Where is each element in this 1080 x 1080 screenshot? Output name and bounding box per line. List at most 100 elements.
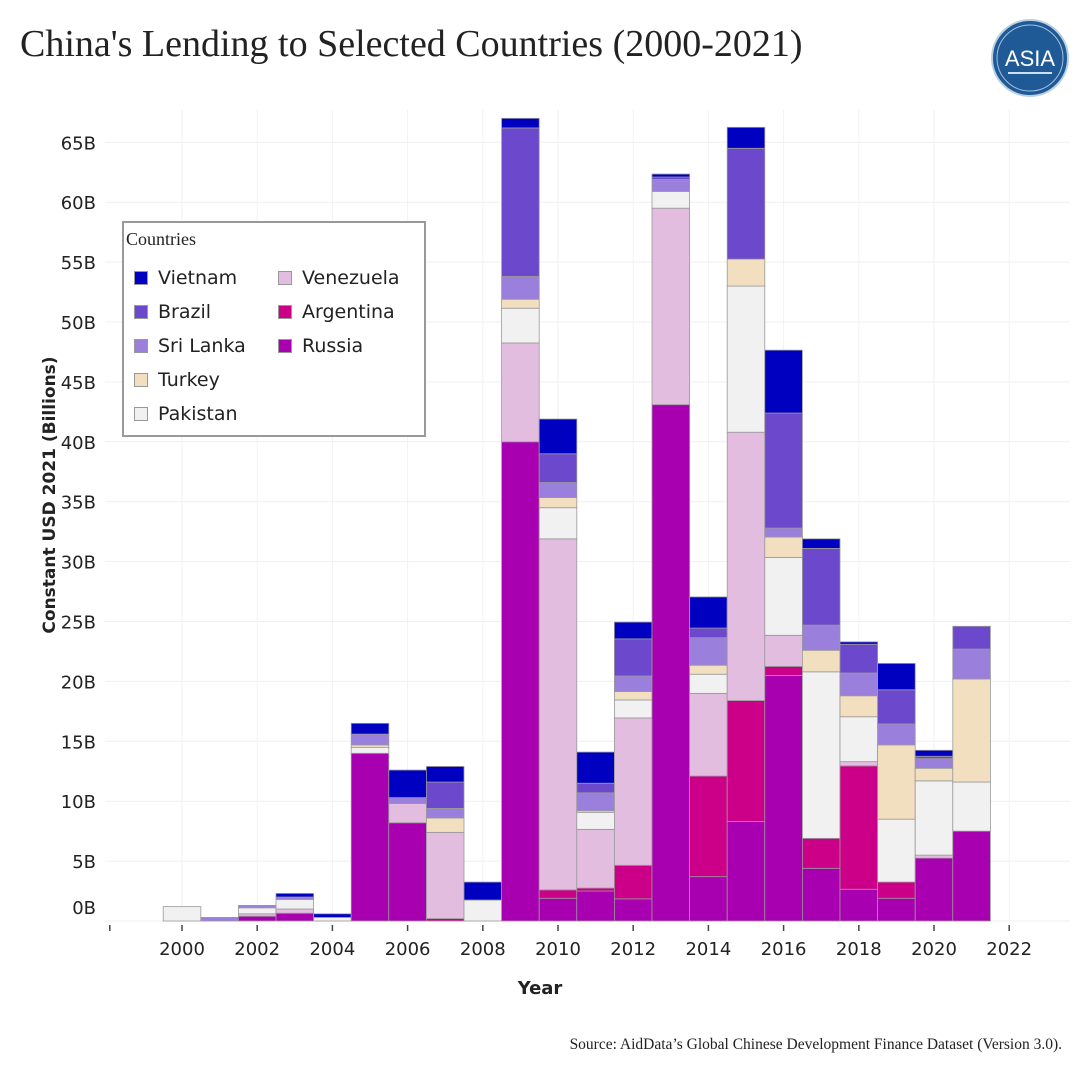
bar-segment-russia-2009[interactable]: Russia 2009: 40B [501, 441, 540, 922]
bar-segment-vietnam-2003[interactable]: Vietnam 2003: 0.3B [275, 893, 314, 898]
bar-segment-pakistan-2014[interactable]: Pakistan 2014: 1.6B [689, 673, 728, 694]
bar-segment-brazil-2016[interactable]: Brazil 2016: 9.6B [764, 412, 803, 529]
bar-segment-argentina-2012[interactable]: Argentina 2012: 2.8B [614, 864, 653, 900]
bar-segment-venezuela-2015[interactable]: Venezuela 2015: 22.4B [726, 431, 766, 701]
bar-segment-pakistan-2013[interactable]: Pakistan 2013: 1.4B [651, 191, 690, 209]
bar-segment-sri-lanka-2007[interactable]: Sri Lanka 2007: 0.8B [425, 807, 465, 819]
bar-segment-pakistan-2016[interactable]: Pakistan 2016: 6.5B [764, 557, 803, 636]
bar-segment-sri-lanka-2011[interactable]: Sri Lanka 2011: 1.5B [576, 792, 615, 812]
bar-segment-russia-2002[interactable]: Russia 2002: 0.4B [237, 915, 277, 922]
bar-segment-venezuela-2013[interactable]: Venezuela 2013: 16.4B [651, 207, 690, 406]
bar-segment-vietnam-2016[interactable]: Vietnam 2016: 5.25B [764, 349, 803, 414]
bar-segment-turkey-2015[interactable]: Turkey 2015: 2.25B [726, 258, 766, 287]
bar-segment-pakistan-2002[interactable]: Pakistan 2002: 0.5B [237, 907, 277, 915]
bar-segment-vietnam-2006[interactable]: Vietnam 2006: 2.3B [388, 769, 427, 799]
bar-segment-sri-lanka-2020[interactable]: Sri Lanka 2020: 0.8B [914, 758, 954, 769]
bar-segment-brazil-2012[interactable]: Brazil 2012: 3.1B [614, 638, 653, 677]
bar-segment-sri-lanka-2006[interactable]: Sri Lanka 2006: 0.5B [388, 797, 427, 804]
bar-segment-vietnam-2012[interactable]: Vietnam 2012: 1.4B [614, 621, 653, 640]
bar-segment-vietnam-2020[interactable]: Vietnam 2020: 0.5B [914, 749, 954, 757]
legend-item-vietnam[interactable]: Vietnam [134, 267, 237, 289]
bar-segment-pakistan-2000[interactable]: Pakistan 2000: 1.2B [162, 906, 202, 922]
bar-segment-vietnam-2017[interactable]: Vietnam 2017: 0.8B [802, 538, 841, 549]
bar-segment-vietnam-2004[interactable]: Vietnam 2004: 0.3B [313, 913, 352, 918]
bar-segment-turkey-2017[interactable]: Turkey 2017: 1.8B [802, 649, 841, 673]
bar-segment-argentina-2018[interactable]: Argentina 2018: 10.3B [839, 765, 878, 890]
legend-item-pakistan[interactable]: Pakistan [134, 403, 238, 425]
bar-segment-pakistan-2019[interactable]: Pakistan 2019: 5.25B [877, 818, 916, 883]
bar-segment-turkey-2014[interactable]: Turkey 2014: 0.75B [689, 664, 728, 675]
bar-segment-sri-lanka-2021[interactable]: Sri Lanka 2021: 2.5B [952, 648, 991, 680]
bar-segment-brazil-2009[interactable]: Brazil 2009: 12.4B [501, 127, 540, 277]
bar-segment-vietnam-2014[interactable]: Vietnam 2014: 2.6B [689, 596, 728, 629]
bar-segment-russia-2010[interactable]: Russia 2010: 1.9B [538, 897, 578, 922]
bar-segment-sri-lanka-2002[interactable]: Sri Lanka 2002: 0.2B [237, 905, 277, 909]
bar-segment-russia-2016[interactable]: Russia 2016: 20.5B [764, 675, 803, 922]
bar-segment-russia-2011[interactable]: Russia 2011: 2.5B [576, 890, 615, 922]
bar-segment-venezuela-2018[interactable]: Venezuela 2018: 0.35B [839, 761, 878, 767]
bar-segment-russia-2006[interactable]: Russia 2006: 8.2B [388, 822, 427, 922]
bar-segment-turkey-2016[interactable]: Turkey 2016: 1.7B [764, 536, 803, 558]
bar-segment-vietnam-2008[interactable]: Vietnam 2008: 1.5B [463, 881, 502, 901]
bar-segment-turkey-2010[interactable]: Turkey 2010: 0.85B [538, 497, 578, 509]
bar-segment-venezuela-2010[interactable]: Venezuela 2010: 29.3B [538, 538, 578, 891]
bar-segment-russia-2005[interactable]: Russia 2005: 14B [350, 752, 390, 922]
bar-segment-turkey-2019[interactable]: Turkey 2019: 6.2B [877, 744, 916, 820]
bar-segment-sri-lanka-2012[interactable]: Sri Lanka 2012: 1.3B [614, 675, 653, 692]
bar-segment-argentina-2019[interactable]: Argentina 2019: 1.35B [877, 881, 916, 899]
bar-segment-pakistan-2004[interactable]: Pakistan 2004: 0.3B [313, 917, 352, 922]
bar-segment-venezuela-2014[interactable]: Venezuela 2014: 6.9B [689, 692, 728, 777]
bar-segment-russia-2012[interactable]: Russia 2012: 1.85B [614, 898, 653, 922]
bar-segment-sri-lanka-2019[interactable]: Sri Lanka 2019: 1.75B [877, 723, 916, 746]
bar-segment-pakistan-2018[interactable]: Pakistan 2018: 3.75B [839, 716, 878, 763]
legend-item-brazil[interactable]: Brazil [134, 301, 211, 323]
bar-segment-brazil-2019[interactable]: Brazil 2019: 2.85B [877, 689, 916, 725]
bar-segment-sri-lanka-2016[interactable]: Sri Lanka 2016: 0.75B [764, 527, 803, 538]
bar-segment-venezuela-2016[interactable]: Venezuela 2016: 2.6B [764, 634, 803, 667]
bar-segment-vietnam-2005[interactable]: Vietnam 2005: 0.9B [350, 722, 390, 735]
bar-segment-vietnam-2018[interactable]: Vietnam 2018: 0.2B [839, 641, 878, 645]
bar-segment-venezuela-2012[interactable]: Venezuela 2012: 12.3B [614, 717, 653, 866]
bar-segment-venezuela-2006[interactable]: Venezuela 2006: 1.6B [388, 803, 427, 824]
bar-segment-russia-2015[interactable]: Russia 2015: 8.3B [726, 821, 766, 922]
bar-segment-pakistan-2005[interactable]: Pakistan 2005: 0.5B [350, 746, 390, 754]
bar-segment-brazil-2021[interactable]: Brazil 2021: 1.9B [952, 625, 991, 650]
bar-segment-turkey-2021[interactable]: Turkey 2021: 8.6B [952, 678, 991, 783]
bar-segment-pakistan-2020[interactable]: Pakistan 2020: 6.2B [914, 780, 954, 856]
bar-segment-vietnam-2007[interactable]: Vietnam 2007: 1.3B [425, 766, 465, 783]
bar-segment-brazil-2015[interactable]: Brazil 2015: 9.25B [726, 147, 766, 260]
bar-segment-vietnam-2010[interactable]: Vietnam 2010: 2.9B [538, 418, 578, 455]
bar-segment-venezuela-2009[interactable]: Venezuela 2009: 8.25B [501, 342, 540, 443]
bar-segment-turkey-2007[interactable]: Turkey 2007: 1.2B [425, 817, 465, 833]
bar-segment-venezuela-2003[interactable]: Venezuela 2003: 0.35B [275, 908, 314, 914]
bar-segment-sri-lanka-2001[interactable]: Sri Lanka 2001: 0.3B [200, 917, 239, 922]
legend-item-russia[interactable]: Russia [278, 335, 363, 357]
bar-segment-venezuela-2011[interactable]: Venezuela 2011: 4.9B [576, 828, 615, 889]
bar-segment-sri-lanka-2013[interactable]: Sri Lanka 2013: 1B [651, 179, 690, 192]
bar-segment-brazil-2017[interactable]: Brazil 2017: 6.4B [802, 548, 841, 626]
bar-segment-turkey-2020[interactable]: Turkey 2020: 1.05B [914, 767, 954, 782]
bar-segment-brazil-2018[interactable]: Brazil 2018: 2.4B [839, 643, 878, 674]
bar-segment-argentina-2015[interactable]: Argentina 2015: 10.1B [726, 700, 766, 822]
bar-segment-pakistan-2021[interactable]: Pakistan 2021: 4.1B [952, 781, 991, 832]
bar-segment-sri-lanka-2017[interactable]: Sri Lanka 2017: 2.1B [802, 624, 841, 651]
legend-item-argentina[interactable]: Argentina [278, 301, 395, 323]
bar-segment-pakistan-2003[interactable]: Pakistan 2003: 0.8B [275, 899, 314, 910]
bar-segment-venezuela-2020[interactable]: Venezuela 2020: 0.25B [914, 854, 954, 859]
bar-segment-vietnam-2019[interactable]: Vietnam 2019: 2.2B [877, 663, 916, 691]
bar-segment-argentina-2010[interactable]: Argentina 2010: 0.7B [538, 889, 578, 899]
bar-segment-argentina-2017[interactable]: Argentina 2017: 2.5B [802, 837, 841, 869]
bar-segment-pakistan-2009[interactable]: Pakistan 2009: 2.9B [501, 307, 540, 344]
legend-item-venezuela[interactable]: Venezuela [278, 267, 400, 289]
bar-segment-brazil-2007[interactable]: Brazil 2007: 2.2B [425, 781, 465, 809]
bar-segment-pakistan-2011[interactable]: Pakistan 2011: 1.4B [576, 812, 615, 830]
bar-segment-vietnam-2009[interactable]: Vietnam 2009: 0.8B [501, 117, 540, 129]
bar-segment-brazil-2014[interactable]: Brazil 2014: 0.8B [689, 627, 728, 639]
bar-segment-russia-2017[interactable]: Russia 2017: 4.4B [802, 867, 841, 922]
bar-segment-brazil-2011[interactable]: Brazil 2011: 0.8B [576, 782, 615, 794]
bar-segment-russia-2019[interactable]: Russia 2019: 1.9B [877, 897, 916, 922]
legend-item-turkey[interactable]: Turkey [134, 369, 220, 391]
bar-segment-vietnam-2015[interactable]: Vietnam 2015: 1.75B [726, 126, 766, 149]
bar-segment-russia-2018[interactable]: Russia 2018: 2.65B [839, 888, 878, 922]
bar-segment-turkey-2012[interactable]: Turkey 2012: 0.7B [614, 691, 653, 701]
